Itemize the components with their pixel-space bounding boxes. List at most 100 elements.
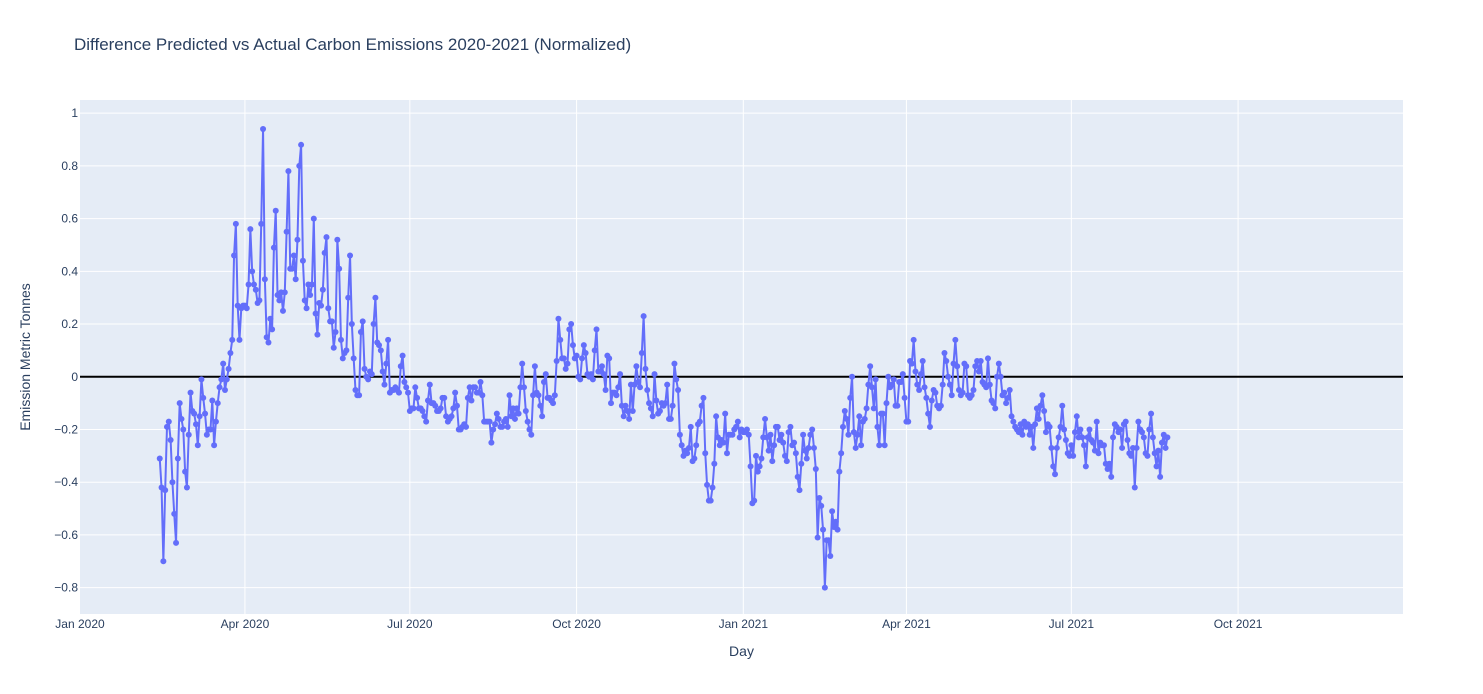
- data-point: [372, 294, 379, 301]
- data-point: [203, 431, 210, 438]
- data-point: [356, 392, 363, 399]
- data-point: [276, 297, 283, 304]
- data-point: [479, 392, 486, 399]
- data-point: [227, 350, 234, 357]
- data-point: [562, 365, 569, 372]
- data-point: [564, 360, 571, 367]
- data-point: [1059, 402, 1066, 409]
- y-tick-label: 0.4: [61, 264, 78, 278]
- data-point: [905, 418, 912, 425]
- x-tick-label: Jul 2020: [387, 617, 433, 631]
- data-point: [566, 326, 573, 333]
- data-point: [522, 408, 529, 415]
- data-point: [1050, 463, 1057, 470]
- y-tick-label: −0.2: [54, 422, 78, 436]
- data-point: [176, 400, 183, 407]
- data-point: [401, 379, 408, 386]
- data-point: [207, 426, 214, 433]
- data-point: [883, 400, 890, 407]
- x-tick-label: Apr 2020: [221, 617, 270, 631]
- data-point: [397, 363, 404, 370]
- data-point: [638, 350, 645, 357]
- data-point: [385, 336, 392, 343]
- data-point: [281, 289, 288, 296]
- y-axis-title: Emission Metric Tonnes: [17, 283, 33, 431]
- data-point: [167, 437, 174, 444]
- data-point: [820, 526, 827, 533]
- x-tick-label: Apr 2021: [882, 617, 931, 631]
- data-point: [163, 423, 170, 430]
- data-point: [843, 415, 850, 422]
- data-point: [876, 442, 883, 449]
- data-point: [312, 310, 319, 317]
- data-point: [785, 429, 792, 436]
- data-point: [283, 228, 290, 235]
- data-point: [252, 286, 259, 293]
- data-point: [370, 321, 377, 328]
- data-point: [589, 376, 596, 383]
- data-point: [970, 386, 977, 393]
- data-point: [720, 439, 727, 446]
- data-point: [633, 363, 640, 370]
- data-point: [191, 410, 198, 417]
- data-point: [399, 352, 406, 359]
- data-point: [225, 365, 232, 372]
- data-point: [1053, 444, 1060, 451]
- data-point: [426, 381, 433, 388]
- x-axis-ticks: Jan 2020 Apr 2020 Jul 2020 Oct 2020 Jan 2021…: [55, 617, 1262, 631]
- y-tick-label: 1: [71, 106, 78, 120]
- data-point: [352, 386, 359, 393]
- data-point: [856, 413, 863, 420]
- data-point: [379, 368, 386, 375]
- data-point: [339, 355, 346, 362]
- data-point: [916, 386, 923, 393]
- data-point: [1108, 473, 1115, 480]
- data-point: [243, 305, 250, 312]
- data-point: [995, 360, 1002, 367]
- data-point: [676, 431, 683, 438]
- data-point: [669, 402, 676, 409]
- data-point: [754, 468, 761, 475]
- y-tick-label: 0.6: [61, 212, 78, 226]
- data-point: [747, 463, 754, 470]
- data-point: [211, 442, 218, 449]
- data-point: [539, 413, 546, 420]
- data-point: [839, 423, 846, 430]
- data-point: [579, 355, 586, 362]
- data-point: [647, 405, 654, 412]
- data-point: [250, 281, 257, 288]
- data-point: [685, 444, 692, 451]
- data-point: [1140, 434, 1147, 441]
- data-point: [743, 426, 750, 433]
- data-point: [403, 384, 410, 391]
- data-point: [751, 497, 758, 504]
- data-point: [194, 442, 201, 449]
- data-point: [702, 450, 709, 457]
- data-point: [249, 268, 256, 275]
- data-point: [838, 450, 845, 457]
- data-point: [347, 252, 354, 259]
- data-point: [1144, 452, 1151, 459]
- data-point: [183, 484, 190, 491]
- data-point: [345, 294, 352, 301]
- data-point: [858, 442, 865, 449]
- data-point: [769, 458, 776, 465]
- data-point: [368, 371, 375, 378]
- data-point: [412, 384, 419, 391]
- data-point: [555, 315, 562, 322]
- data-point: [975, 368, 982, 375]
- data-point: [713, 413, 720, 420]
- data-point: [381, 381, 388, 388]
- data-point: [377, 347, 384, 354]
- data-point: [1117, 426, 1124, 433]
- data-point: [511, 415, 518, 422]
- data-point: [1082, 463, 1089, 470]
- data-point: [912, 368, 919, 375]
- data-point: [171, 510, 178, 517]
- data-point: [419, 408, 426, 415]
- data-point: [827, 553, 834, 560]
- data-point: [810, 444, 817, 451]
- data-point: [236, 336, 243, 343]
- data-point: [1124, 437, 1131, 444]
- data-point: [441, 394, 448, 401]
